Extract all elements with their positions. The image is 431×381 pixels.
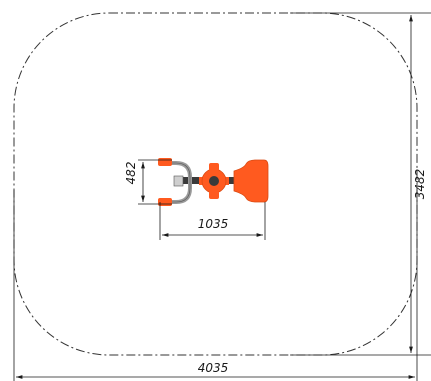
width-dimension-label: 4035 (198, 361, 229, 375)
handle-grip-top (158, 158, 172, 166)
equipment-width-label: 482 (124, 162, 138, 185)
width-dimension: 4035 (13, 190, 418, 381)
equipment-length-label: 1035 (198, 217, 229, 231)
pedal-bottom (209, 191, 219, 199)
depth-dimension-label: 3482 (413, 169, 427, 200)
equipment-handlebar-outline (160, 162, 191, 203)
equipment-seat (233, 159, 269, 203)
exercise-equipment (158, 158, 269, 206)
safety-zone-outline (13, 12, 418, 356)
pedal-top (209, 163, 219, 171)
pedal-hub-inner (209, 176, 219, 186)
depth-dimension: 3482 (290, 12, 431, 356)
handle-mount (173, 175, 184, 187)
equipment-width-dimension: 482 (124, 159, 172, 205)
equipment-length-dimension: 1035 (159, 202, 266, 240)
